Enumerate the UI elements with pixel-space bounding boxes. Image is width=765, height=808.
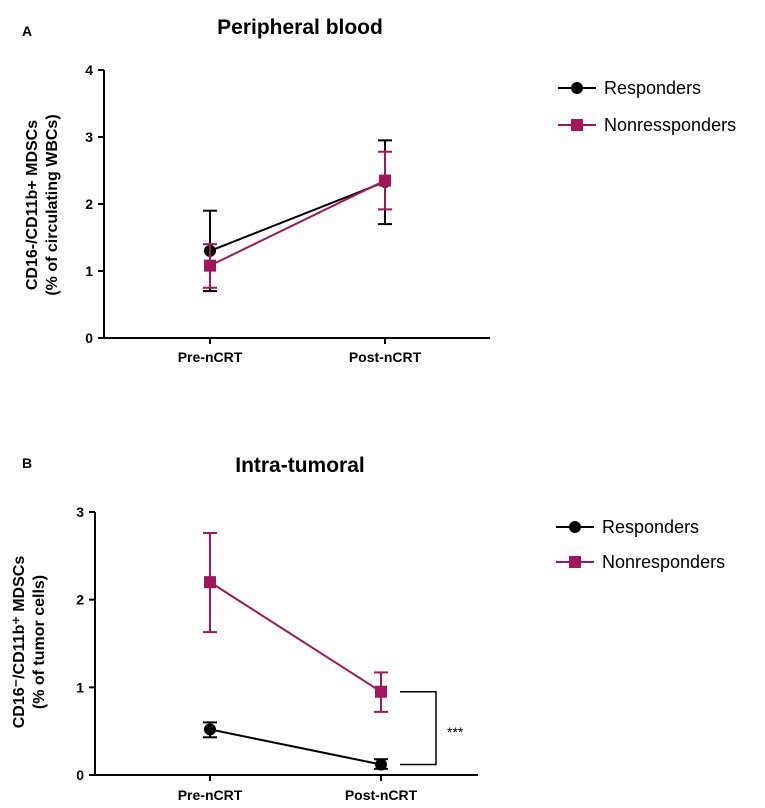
- panel-b-legend-marker: [569, 521, 581, 533]
- panel-a-y-tick-label: 0: [85, 330, 93, 346]
- panel-b-series-nonresponders: [203, 532, 388, 713]
- panel-b-letter: B: [22, 455, 32, 471]
- panel-b-ylabel-line2: (% of tumor cells): [31, 575, 48, 709]
- panel-a-y-tick-label: 4: [85, 62, 93, 78]
- panel-b-y-axis-label: CD16⁻/CD11b⁺ MDSCs (% of tumor cells): [11, 556, 48, 729]
- panel-a-x-tick-label: Pre-nCRT: [178, 349, 243, 365]
- panel-a-data-point: [204, 259, 216, 272]
- panel-a-legend: Responders Nonressponders: [558, 78, 736, 135]
- panel-b-series-line: [209, 581, 382, 693]
- panel-a-legend-label: Nonressponders: [604, 115, 736, 135]
- panel-a-ylabel-line2: (% of circulating WBCs): [44, 114, 61, 295]
- panel-b-x-tick-label: Pre-nCRT: [178, 787, 243, 803]
- panel-b-plot: 0 1 2 3 Pre-nCRT Post-nCRT: [76, 504, 478, 803]
- panel-a-series-nonressponders: [203, 150, 392, 289]
- panel-b-y-tick-label: 1: [76, 679, 84, 695]
- panel-a-series-line: [209, 180, 386, 252]
- panel-a: A Peripheral blood CD16-/CD11b+ MDSCs (%…: [22, 16, 736, 365]
- panel-a-legend-entry-responders: Responders: [558, 78, 701, 98]
- panel-a-y-tick-label: 2: [85, 196, 93, 212]
- panel-a-ylabel-line1: CD16-/CD11b+ MDSCs: [24, 120, 41, 290]
- panel-a-y-tick-label: 3: [85, 129, 93, 145]
- panel-b-data-point: [375, 685, 387, 698]
- panel-b-y-tick-label: 2: [76, 592, 84, 608]
- significance-label: ***: [447, 724, 464, 740]
- panel-a-x-tick-label: Post-nCRT: [349, 349, 422, 365]
- panel-b-legend-marker: [569, 556, 581, 568]
- panel-a-legend-label: Responders: [604, 78, 701, 98]
- panel-b-y-tick-label: 0: [76, 767, 84, 783]
- panel-a-legend-marker: [571, 82, 583, 94]
- panel-b-legend-label: Nonresponders: [602, 552, 725, 572]
- panel-a-legend-marker: [571, 119, 583, 131]
- panel-b-series-responders: [203, 721, 388, 771]
- panel-b: B Intra-tumoral CD16⁻/CD11b⁺ MDSCs (% of…: [11, 454, 725, 803]
- panel-b-y-tick-label: 3: [76, 504, 84, 520]
- panel-b-data-point: [204, 723, 216, 736]
- panel-b-data-point: [375, 758, 387, 771]
- panel-a-data-point: [379, 174, 391, 187]
- panel-a-letter: A: [22, 23, 32, 39]
- significance-bracket: [400, 690, 437, 766]
- panel-b-data-point: [204, 576, 216, 589]
- panel-b-significance: ***: [400, 690, 464, 766]
- panel-a-series-line: [209, 179, 386, 267]
- panel-b-legend-label: Responders: [602, 517, 699, 537]
- panel-b-series-line: [209, 728, 382, 766]
- panel-b-legend-entry-nonresponders: Nonresponders: [556, 552, 725, 572]
- panel-b-x-tick-label: Post-nCRT: [345, 787, 418, 803]
- panel-a-y-axis-label: CD16-/CD11b+ MDSCs (% of circulating WBC…: [24, 114, 61, 295]
- panel-b-legend-entry-responders: Responders: [556, 517, 699, 537]
- panel-b-legend: Responders Nonresponders: [556, 517, 725, 572]
- panel-a-legend-entry-nonressponders: Nonressponders: [558, 115, 736, 135]
- panel-a-y-tick-label: 1: [85, 263, 93, 279]
- panel-a-series-responders: [203, 139, 392, 293]
- panel-b-title: Intra-tumoral: [235, 454, 365, 477]
- panel-b-ylabel-line1: CD16⁻/CD11b⁺ MDSCs: [11, 556, 28, 729]
- panel-a-plot: 0 1 2 3 4 Pre-nCRT Post-nCRT: [85, 62, 490, 365]
- panel-a-title: Peripheral blood: [217, 16, 383, 39]
